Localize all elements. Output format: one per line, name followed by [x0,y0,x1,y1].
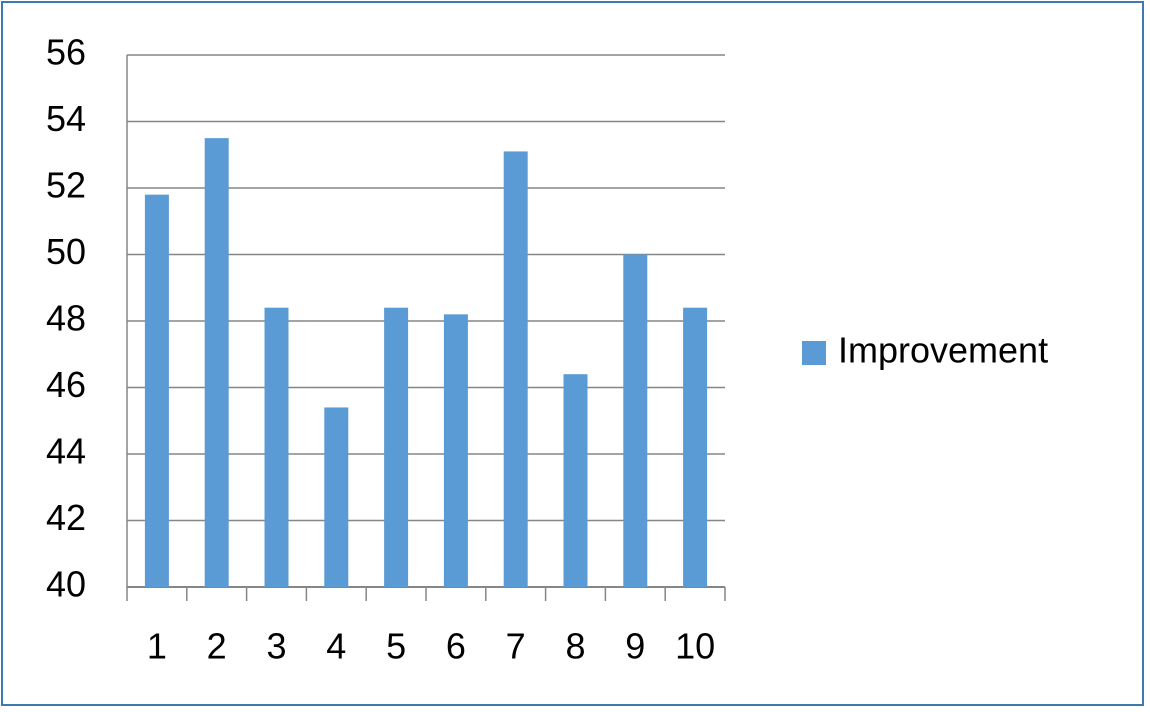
bar [683,307,708,587]
bar [503,151,528,588]
x-tick-label: 1 [147,626,167,667]
bar [264,307,289,587]
y-tick-label: 52 [46,165,86,206]
x-tick-label: 6 [446,626,466,667]
y-tick-label: 40 [46,564,86,605]
x-tick-label: 8 [565,626,585,667]
bar [384,307,409,587]
y-tick-label: 44 [46,431,86,472]
y-tick-label: 42 [46,497,86,538]
bar [324,407,349,587]
y-tick-label: 54 [46,98,86,139]
bar [623,254,648,587]
bar [144,194,169,587]
legend-label: Improvement [838,330,1048,371]
x-tick-label: 10 [675,626,715,667]
bar [443,314,468,587]
x-tick-label: 7 [506,626,526,667]
x-tick-label: 3 [266,626,286,667]
x-tick-label: 5 [386,626,406,667]
x-tick-label: 4 [326,626,346,667]
x-tick-label: 2 [207,626,227,667]
y-tick-label: 46 [46,364,86,405]
bar [563,374,588,587]
y-tick-label: 48 [46,298,86,339]
y-tick-label: 50 [46,231,86,272]
legend-swatch [802,341,826,365]
x-tick-label: 9 [625,626,645,667]
bar [204,138,229,587]
y-tick-label: 56 [46,32,86,73]
